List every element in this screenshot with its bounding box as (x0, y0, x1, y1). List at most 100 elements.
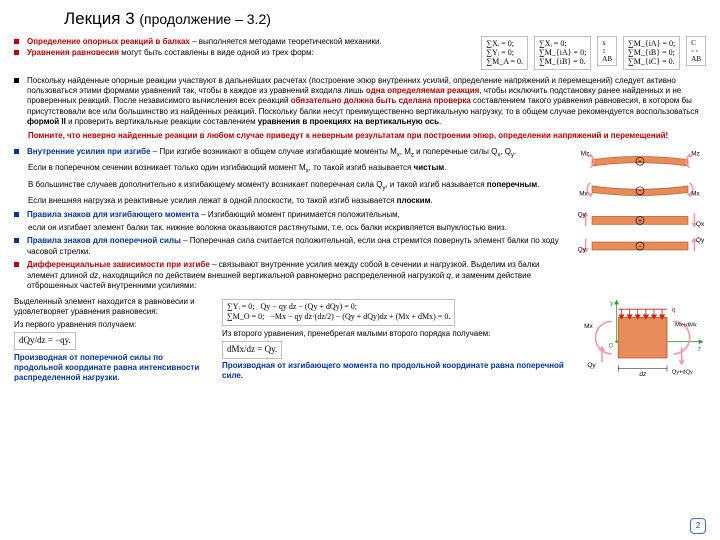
line-transverse: В большинстве случаев дополнительно к из… (28, 180, 570, 193)
eq-dm: dMx/dz = Qy. (222, 341, 282, 359)
square-icon (14, 212, 19, 217)
t: одна определяемая реакция (366, 86, 479, 95)
square-icon (14, 238, 19, 243)
label-mz: Mz (691, 151, 700, 158)
t: , находящийся по действием внешней верти… (98, 271, 446, 280)
t: чистым (414, 163, 445, 172)
page-number: 2 (690, 518, 706, 534)
t: dz (90, 271, 98, 280)
t: . (514, 147, 516, 156)
line-moment2: если он изгибает элемент балки так, нижн… (28, 223, 570, 233)
bullet-sign-shear: Правила знаков для поперечной силы – Поп… (14, 236, 570, 257)
t: Если внешняя нагрузка и реактивные усили… (28, 196, 397, 205)
t: В большинстве случаев дополнительно к из… (28, 180, 382, 189)
label-mx: Mx (691, 191, 700, 198)
label-qy: Qy (578, 247, 587, 254)
square-icon (14, 50, 19, 55)
bullet-reactions: Определение опорных реакций в балках – в… (14, 37, 471, 47)
square-icon (14, 78, 19, 83)
t: Из первого уравнения получаем: (14, 320, 214, 330)
title-main: Лекция 3 (64, 9, 139, 28)
t: уравнения в проекциях на вертикальную ос… (258, 117, 439, 126)
t: обязательно должна быть сделана проверка (291, 96, 471, 105)
axis-y: y (610, 300, 614, 307)
square-icon (14, 262, 19, 267)
text: Правила знаков для поперечной силы – Поп… (27, 236, 570, 257)
term: Правила знаков для поперечной силы (27, 236, 181, 245)
diff-col-b: ∑Yᵢ = 0; Qy − qy dz − (Qy + dQy) = 0; ∑M… (222, 297, 568, 384)
equation-forms: ∑Xᵢ = 0; ∑Yᵢ = 0; ∑M_A = 0. ∑Xᵢ = 0; ∑M_… (481, 36, 706, 70)
label-mz: Mz (581, 151, 590, 158)
term: Внутренние усилия при изгибе (27, 147, 151, 156)
term: Дифференциальные зависимости при изгибе (27, 260, 210, 269)
diff-col-a: Выделенный элемент находится в равновеси… (14, 297, 214, 384)
slide-title: Лекция 3 (продолжение – 3.2) (64, 8, 706, 30)
conclusion-q: Производная от поперечной силы по продол… (14, 353, 214, 384)
plus: + (638, 159, 642, 166)
label-qy: Qy (578, 211, 587, 218)
t: Выделенный элемент находится в равновеси… (14, 297, 214, 318)
bullet-explain: Поскольку найденные опорные реакции учас… (14, 76, 706, 128)
label-qydq: Qy+dQy (672, 369, 693, 375)
t: Из второго уравнения, пренебрегая малыми… (222, 329, 568, 339)
eq-form-2-cond: x ↕ AB (597, 36, 617, 66)
bullet-diff: Дифференциальные зависимости при изгибе … (14, 260, 570, 291)
warning: Помните, что неверно найденные реакции в… (28, 131, 706, 141)
eq-form-2: ∑Xᵢ = 0; ∑M_{iA} = 0; ∑M_{iB} = 0. (534, 36, 591, 70)
term: Правила знаков для изгибающего момента (27, 210, 199, 219)
eq-form-3-cond: C ◦ ◦ AB (686, 36, 706, 66)
axis-z: z (698, 345, 701, 352)
beam-svg: Mz Mz + Mx Mx − (576, 146, 704, 290)
element-svg: y z O q Mx (576, 297, 706, 378)
bullet-text: Определение опорных реакций в балках – в… (27, 37, 382, 47)
plus: + (638, 218, 642, 225)
square-icon (14, 149, 19, 154)
term: Уравнения равновесия (27, 48, 119, 57)
t: , и такой изгиб называется (385, 180, 486, 189)
term: Определение опорных реакций в балках (27, 37, 190, 46)
eq-system: ∑Yᵢ = 0; Qy − qy dz − (Qy + dQy) = 0; ∑M… (222, 299, 455, 326)
label-qy: Qy (587, 362, 596, 369)
t: и проверить вертикальные реакции составл… (66, 117, 258, 126)
bullet-internal-forces: Внутренние усилия при изгибе – При изгиб… (14, 147, 570, 160)
t: , то такой изгиб называется (309, 163, 414, 172)
origin: O (609, 342, 614, 349)
t: поперечным (487, 180, 537, 189)
t: формой II (27, 117, 66, 126)
para-1: Поскольку найденные опорные реакции учас… (27, 76, 706, 128)
load-q: q (672, 306, 676, 313)
eq-form-3: ∑M_{iA} = 0; ∑M_{iB} = 0; ∑M_{iC} = 0. (623, 36, 680, 70)
minus: − (638, 188, 642, 195)
eq-dq: dQy/dz = −qy. (14, 332, 76, 350)
t: – Изгибающий момент принимается положите… (199, 210, 400, 219)
square-icon (14, 39, 19, 44)
text: Внутренние усилия при изгибе – При изгиб… (27, 147, 516, 160)
t: и поперечные силы Q (414, 147, 497, 156)
title-sub: (продолжение – 3.2) (139, 11, 271, 27)
eq-form-1: ∑Xᵢ = 0; ∑Yᵢ = 0; ∑M_A = 0. (481, 36, 528, 70)
t: – При изгибе возникают в общем случае из… (151, 147, 397, 156)
text: Дифференциальные зависимости при изгибе … (27, 260, 570, 291)
line-pure: Если в поперечном сечении возникает толь… (28, 163, 570, 176)
rest: могут быть составлены в виде одной из тр… (119, 48, 314, 57)
label-mx: Mx (584, 323, 593, 330)
text: Правила знаков для изгибающего момента –… (27, 210, 400, 220)
line-flat: Если внешняя нагрузка и реактивные усили… (28, 196, 570, 206)
bullet-sign-moment: Правила знаков для изгибающего момента –… (14, 210, 570, 220)
t: . (439, 117, 441, 126)
diff-element-diagram: y z O q Mx (576, 297, 706, 384)
t: плоским (397, 196, 431, 205)
t: Если в поперечном сечении возникает толь… (28, 163, 306, 172)
label-dz: dz (639, 371, 647, 378)
label-mxdm: Mx+dMx (675, 322, 697, 328)
bullet-text: Уравнения равновесия могут быть составле… (27, 48, 314, 58)
label-qx: Qx (696, 221, 704, 228)
t: 2 (696, 521, 700, 531)
bullet-equilibrium: Уравнения равновесия могут быть составле… (14, 48, 471, 58)
minus: − (638, 243, 642, 250)
label-mx: Mx (579, 191, 588, 198)
rest: – выполняется методами теоретической мех… (190, 37, 382, 46)
conclusion-m: Производная от изгибающего момента по пр… (222, 361, 568, 382)
beam-diagrams: Mz Mz + Mx Mx − (576, 146, 706, 293)
label-qy: Qy (696, 237, 704, 244)
